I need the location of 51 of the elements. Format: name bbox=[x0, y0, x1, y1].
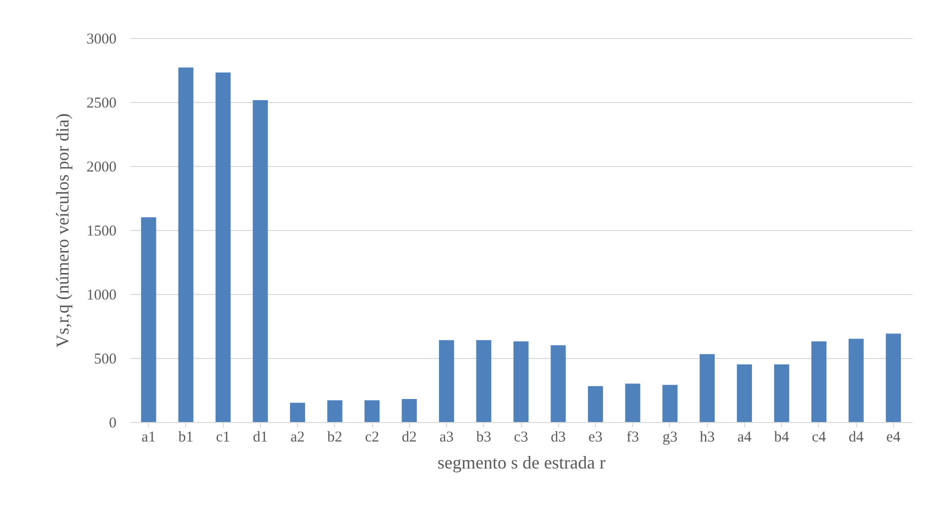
x-tick-label: d1 bbox=[252, 430, 268, 446]
y-tick-label: 2000 bbox=[86, 160, 116, 176]
x-tick-label: f3 bbox=[626, 430, 639, 446]
bar bbox=[216, 72, 231, 422]
y-tick-label: 3000 bbox=[86, 32, 116, 48]
x-tick-label: c1 bbox=[216, 430, 230, 446]
x-tick-label: c2 bbox=[364, 430, 380, 446]
x-tick-label: b4 bbox=[774, 430, 790, 446]
x-tick-label: e4 bbox=[886, 430, 901, 446]
bar bbox=[513, 341, 529, 422]
bar bbox=[141, 217, 156, 422]
bar bbox=[178, 67, 194, 422]
bar bbox=[848, 338, 864, 422]
bar bbox=[364, 400, 380, 422]
y-axis-title: Vs,r,q (número veículos por dia) bbox=[52, 113, 72, 348]
bar bbox=[588, 386, 604, 422]
bar bbox=[438, 340, 454, 422]
x-tick-label: g3 bbox=[662, 430, 678, 446]
x-tick-label: a4 bbox=[737, 430, 752, 446]
bar bbox=[402, 398, 417, 422]
bar bbox=[550, 345, 566, 422]
bar bbox=[476, 340, 492, 422]
x-tick-label: a2 bbox=[290, 430, 305, 446]
x-tick-label: a3 bbox=[439, 430, 454, 446]
y-tick-label: 1500 bbox=[86, 224, 116, 240]
bar bbox=[252, 100, 268, 422]
bar bbox=[736, 364, 752, 422]
x-tick-label: b1 bbox=[178, 430, 194, 446]
x-tick-label: d3 bbox=[550, 430, 566, 446]
bar bbox=[774, 364, 790, 422]
x-tick-label: d2 bbox=[402, 430, 417, 446]
y-tick-label: 0 bbox=[109, 416, 116, 432]
x-tick-label: c4 bbox=[812, 430, 826, 446]
bar bbox=[625, 384, 640, 422]
bar bbox=[327, 400, 342, 422]
x-tick-label: b3 bbox=[476, 430, 492, 446]
bar bbox=[662, 384, 678, 422]
y-tick-label: 1000 bbox=[86, 288, 116, 304]
x-tick-label: e3 bbox=[588, 430, 603, 446]
bar bbox=[700, 354, 715, 422]
bar bbox=[811, 341, 826, 422]
x-tick-label: d4 bbox=[848, 430, 864, 446]
x-axis-title: segmento s de estrada r bbox=[438, 452, 606, 472]
x-tick-label: c3 bbox=[514, 430, 528, 446]
x-tick-label: h3 bbox=[700, 430, 715, 446]
y-tick-label: 500 bbox=[94, 352, 116, 368]
y-tick-label: 2500 bbox=[86, 96, 116, 112]
x-tick-label: b2 bbox=[327, 430, 342, 446]
bar bbox=[290, 402, 306, 422]
x-tick-label: a1 bbox=[142, 430, 156, 446]
bar bbox=[886, 334, 901, 422]
